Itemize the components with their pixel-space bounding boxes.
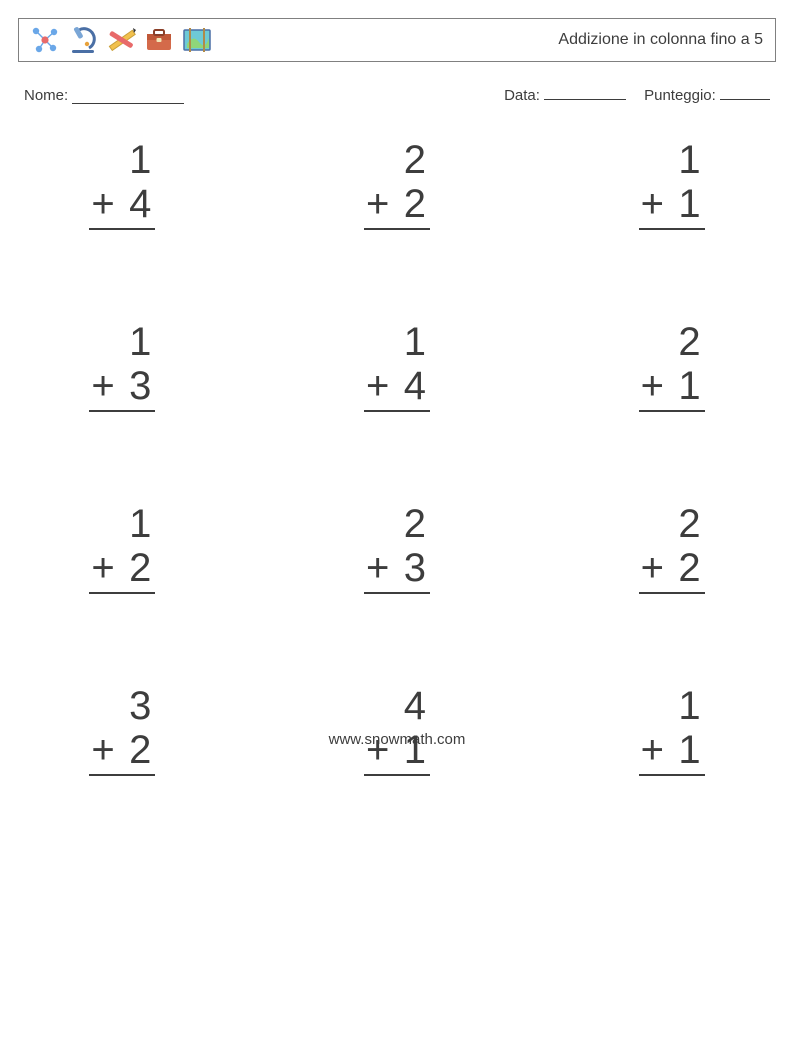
problem: 1+1 xyxy=(639,684,705,776)
addend-top: 1 xyxy=(639,684,705,728)
map-icon xyxy=(179,22,215,58)
problem: 1+1 xyxy=(639,138,705,230)
addend-bottom-row: +4 xyxy=(89,182,155,230)
operator: + xyxy=(91,182,114,226)
worksheet-title: Addizione in colonna fino a 5 xyxy=(558,31,763,49)
addend-bottom: 3 xyxy=(389,546,426,590)
addend-top: 4 xyxy=(364,684,430,728)
name-blank[interactable] xyxy=(72,88,184,104)
problem: 1+4 xyxy=(89,138,155,230)
operator: + xyxy=(366,546,389,590)
addend-top: 2 xyxy=(639,320,705,364)
pencil-ruler-icon xyxy=(103,22,139,58)
addend-top: 2 xyxy=(364,138,430,182)
addend-bottom-row: +2 xyxy=(639,546,705,594)
problem: 1+3 xyxy=(89,320,155,412)
molecule-icon xyxy=(27,22,63,58)
date-blank[interactable] xyxy=(544,84,626,100)
addend-top: 1 xyxy=(89,138,155,182)
problem: 2+3 xyxy=(364,502,430,594)
operator: + xyxy=(641,364,664,408)
addend-bottom-row: +2 xyxy=(89,546,155,594)
date-label: Data: xyxy=(504,87,540,104)
operator: + xyxy=(366,182,389,226)
addend-top: 1 xyxy=(89,320,155,364)
addend-bottom: 2 xyxy=(664,546,701,590)
addend-top: 1 xyxy=(639,138,705,182)
name-label: Nome: xyxy=(24,87,68,104)
operator: + xyxy=(91,364,114,408)
addend-bottom-row: +2 xyxy=(364,182,430,230)
icon-strip xyxy=(27,22,215,58)
addend-top: 3 xyxy=(89,684,155,728)
problem: 2+1 xyxy=(639,320,705,412)
operator: + xyxy=(641,182,664,226)
meta-row: Nome: Data: Punteggio: xyxy=(24,84,770,104)
operator: + xyxy=(641,546,664,590)
addend-bottom: 4 xyxy=(389,364,426,408)
addend-bottom-row: +3 xyxy=(89,364,155,412)
addend-bottom-row: +4 xyxy=(364,364,430,412)
addend-top: 2 xyxy=(639,502,705,546)
problems-grid: 1+42+21+11+31+42+11+22+32+23+24+11+1 xyxy=(30,138,764,776)
addend-bottom: 1 xyxy=(664,364,701,408)
briefcase-icon xyxy=(141,22,177,58)
problem: 4+1 xyxy=(364,684,430,776)
addend-bottom-row: +1 xyxy=(639,182,705,230)
problem: 2+2 xyxy=(639,502,705,594)
addend-top: 1 xyxy=(89,502,155,546)
addend-bottom: 3 xyxy=(115,364,152,408)
addend-top: 2 xyxy=(364,502,430,546)
header-box: Addizione in colonna fino a 5 xyxy=(18,18,776,62)
addend-bottom: 2 xyxy=(115,546,152,590)
addend-top: 1 xyxy=(364,320,430,364)
addend-bottom-row: +3 xyxy=(364,546,430,594)
addend-bottom: 2 xyxy=(389,182,426,226)
addend-bottom: 4 xyxy=(115,182,152,226)
footer-url: www.snowmath.com xyxy=(0,731,794,748)
problem: 3+2 xyxy=(89,684,155,776)
addend-bottom: 1 xyxy=(664,182,701,226)
problem: 1+4 xyxy=(364,320,430,412)
problem: 1+2 xyxy=(89,502,155,594)
score-blank[interactable] xyxy=(720,84,770,100)
score-label: Punteggio: xyxy=(644,87,716,104)
operator: + xyxy=(366,364,389,408)
problem: 2+2 xyxy=(364,138,430,230)
microscope-icon xyxy=(65,22,101,58)
operator: + xyxy=(91,546,114,590)
addend-bottom-row: +1 xyxy=(639,364,705,412)
